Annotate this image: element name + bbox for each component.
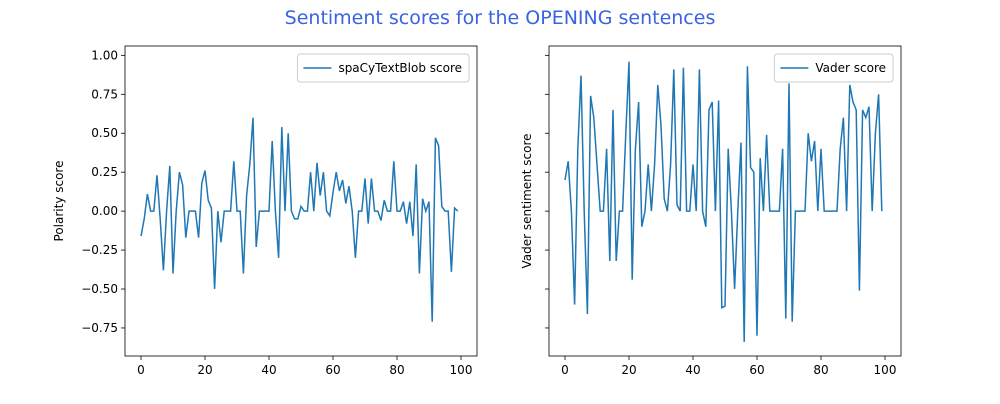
x-tick-label: 100 — [874, 363, 897, 377]
x-tick-label: 0 — [561, 363, 569, 377]
y-tick-label: 0.50 — [91, 126, 118, 140]
legend-frame — [773, 53, 894, 83]
x-tick-label: 80 — [813, 363, 828, 377]
legend: Vader score — [773, 53, 894, 83]
y-tick-label: 0.75 — [91, 87, 118, 101]
y-tick-label: −0.50 — [81, 282, 118, 296]
axes-frame — [124, 45, 478, 357]
legend-label: spaCyTextBlob score — [338, 61, 462, 75]
axes: 0 20 40 60 80 100 Vader sentiment score Vader s… — [520, 45, 902, 377]
x-tick-label: 20 — [621, 363, 636, 377]
x-tick-label: 40 — [261, 363, 276, 377]
figure-title: Sentiment scores for the OPENING sentenc… — [285, 7, 716, 29]
axes-frame — [548, 45, 902, 357]
y-tick-label: 0.25 — [91, 165, 118, 179]
y-tick-label: −0.25 — [81, 243, 118, 257]
x-tick-label: 60 — [749, 363, 764, 377]
x-tick-label: 40 — [685, 363, 700, 377]
axes: −0.75 −0.50 −0.25 0.00 0.25 0.50 0.75 1.00 0 20 40… — [52, 45, 478, 377]
y-axis-label: Vader sentiment score — [520, 133, 534, 268]
y-tick-label: −0.75 — [81, 321, 118, 335]
y-tick-label: 0.00 — [91, 204, 118, 218]
series-line — [564, 61, 883, 342]
y-tick-label: 1.00 — [91, 48, 118, 62]
x-tick-label: 100 — [450, 363, 473, 377]
x-tick-label: 20 — [197, 363, 212, 377]
legend-label: Vader score — [815, 61, 886, 75]
x-tick-label: 80 — [389, 363, 404, 377]
x-tick-label: 0 — [137, 363, 145, 377]
legend: spaCyTextBlob score — [296, 53, 470, 83]
series-line — [140, 117, 459, 322]
legend-frame — [296, 53, 470, 83]
x-tick-label: 60 — [325, 363, 340, 377]
y-axis-label: Polarity score — [52, 161, 66, 242]
